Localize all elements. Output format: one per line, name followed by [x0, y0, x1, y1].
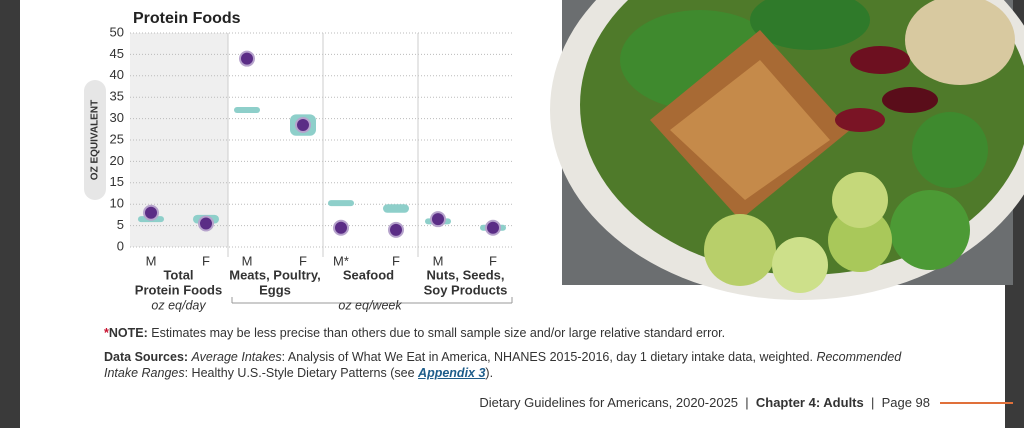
- x-tick-label: M: [433, 253, 444, 268]
- y-tick-label: 15: [110, 174, 124, 189]
- sources-label: Data Sources:: [104, 350, 189, 364]
- x-tick-label: F: [299, 253, 307, 268]
- y-tick-label: 10: [110, 196, 124, 211]
- photo: [550, 0, 1024, 300]
- footer-chapter: Chapter 4: Adults: [755, 395, 864, 410]
- footer-rule: [940, 402, 1013, 404]
- y-tick-label: 25: [110, 131, 124, 146]
- y-tick-label: 50: [110, 24, 124, 39]
- intake-dot: [239, 50, 255, 67]
- note-label: NOTE:: [108, 326, 148, 340]
- y-tick-label: 30: [110, 110, 124, 125]
- shared-unit: oz eq/week: [338, 298, 402, 312]
- intake-dot: [485, 219, 501, 236]
- range-bar: [328, 200, 354, 207]
- range-bar: [383, 204, 409, 213]
- sources-run: : Healthy U.S.-Style Dietary Patterns (s…: [184, 366, 415, 380]
- intake-dot: [143, 204, 159, 221]
- intake-dot: [388, 221, 404, 238]
- y-tick-label: 45: [110, 46, 124, 61]
- x-tick-label: M: [242, 253, 253, 268]
- group-label: Soy Products: [424, 282, 508, 297]
- appendix-link[interactable]: Appendix 3: [418, 366, 486, 380]
- note: *NOTE: Estimates may be less precise tha…: [104, 325, 964, 341]
- group-label: Total: [163, 267, 193, 282]
- chart-title: Protein Foods: [133, 10, 241, 27]
- x-tick-label: F: [489, 253, 497, 268]
- chart: Protein Foods OZ EQUIVALENT oz eq/week 0…: [84, 0, 1024, 312]
- sources: Data Sources: Average Intakes: Analysis …: [104, 349, 904, 381]
- x-tick-label: F: [392, 253, 400, 268]
- group-label: Nuts, Seeds,: [426, 267, 504, 282]
- y-tick-label: 20: [110, 153, 124, 168]
- intake-dot: [198, 215, 214, 232]
- range-bar: [234, 107, 260, 114]
- x-tick-label: M*: [333, 253, 349, 268]
- group-label: Meats, Poultry,: [229, 267, 321, 282]
- footer-title: Dietary Guidelines for Americans, 2020-2…: [479, 395, 739, 410]
- group-unit: oz eq/day: [151, 298, 206, 312]
- y-tick-label: 40: [110, 67, 124, 82]
- group-label: Protein Foods: [135, 282, 222, 297]
- intake-dot: [333, 219, 349, 236]
- sources-run: : Analysis of What We Eat in America, NH…: [281, 350, 813, 364]
- group-label: Eggs: [259, 282, 291, 297]
- y-tick-label: 5: [117, 217, 124, 232]
- group-label: Seafood: [343, 267, 394, 282]
- x-tick-label: F: [202, 253, 210, 268]
- y-tick-label: 0: [117, 238, 124, 253]
- intake-dot: [430, 211, 446, 228]
- sources-run: Average Intakes: [191, 350, 282, 364]
- note-text: Estimates may be less precise than other…: [151, 326, 726, 340]
- y-label-pill: [84, 80, 106, 200]
- intake-dot: [295, 117, 311, 134]
- x-tick-label: M: [146, 253, 157, 268]
- sources-run: ).: [485, 366, 494, 380]
- note-marker: *: [104, 326, 109, 340]
- y-tick-label: 35: [110, 89, 124, 104]
- sources-run: Recommended Intake Ranges: [104, 350, 902, 380]
- footer-page: Page 98: [881, 395, 930, 410]
- y-axis-label: OZ EQUIVALENT: [90, 100, 101, 180]
- footer: Dietary Guidelines for Americans, 2020-2…: [479, 395, 930, 410]
